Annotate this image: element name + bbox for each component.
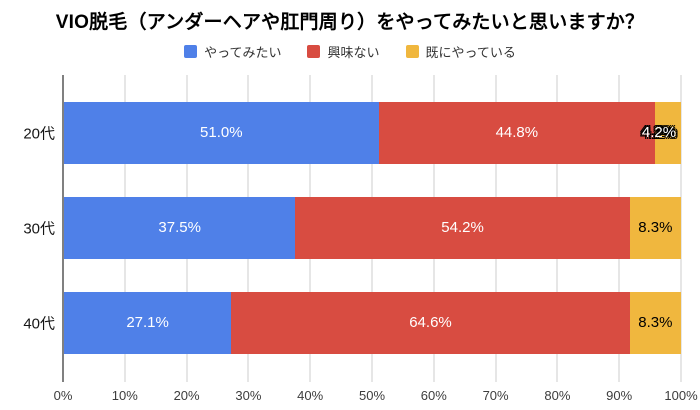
chart-area: 20代 51.0% 44.8% 4.2% 30代 37.5% 54.2% 8.3% 40代 27.…	[0, 75, 700, 410]
bar-segment-既にやっている: 4.2%	[642, 101, 681, 164]
x-tick-label: 50%	[358, 388, 386, 403]
segment-value-label: 64.6%	[409, 314, 452, 331]
segment-value-label: 4.2%	[641, 124, 677, 141]
x-tick-label: 60%	[420, 388, 447, 403]
bar-segment-興味ない: 64.6%	[231, 291, 630, 354]
gridline	[680, 75, 682, 382]
legend-swatch-icon	[307, 45, 321, 58]
legend-swatch-icon	[184, 45, 198, 58]
x-tick-label: 0%	[53, 388, 73, 403]
x-tick-label: 80%	[544, 388, 571, 403]
segment-value-label: 37.5%	[158, 219, 201, 236]
chart-title: VIO脱毛（アンダーヘアや肛門周り）をやってみたいと思いますか？	[55, 12, 645, 33]
x-tick-label: 100%	[664, 388, 698, 403]
legend-swatch-icon	[405, 45, 419, 58]
x-tick-label: 90%	[606, 388, 633, 403]
stacked-bar: 27.1% 64.6% 8.3%	[64, 291, 681, 354]
x-tick-label: 70%	[482, 388, 509, 403]
x-axis: 0% 10% 20% 30% 40% 50% 60% 70% 80% 90% 100%	[0, 388, 700, 408]
bar-segment-興味ない: 44.8%	[378, 101, 656, 164]
stacked-bar: 51.0% 44.8% 4.2%	[64, 101, 681, 164]
category-label: 40代	[23, 315, 55, 332]
bar-segment-やってみたい: 27.1%	[64, 291, 232, 354]
legend-item-2: 既にやっている	[405, 42, 516, 61]
segment-value-label: 8.3%	[638, 314, 673, 331]
segment-value-label: 54.2%	[441, 219, 484, 236]
x-tick-label: 30%	[235, 388, 262, 403]
segment-value-label: 51.0%	[200, 124, 243, 141]
bar-segment-やってみたい: 51.0%	[64, 101, 379, 164]
x-tick-label: 10%	[111, 388, 138, 403]
segment-value-label: 8.3%	[638, 219, 673, 236]
bar-rows: 20代 51.0% 44.8% 4.2% 30代 37.5% 54.2% 8.3% 40代 27.…	[0, 85, 700, 370]
x-tick-label: 20%	[173, 388, 200, 403]
stacked-bar: 37.5% 54.2% 8.3%	[64, 196, 681, 259]
legend-label: 既にやっている	[425, 45, 516, 60]
legend-label: やってみたい	[204, 45, 282, 60]
chart-row: 30代 37.5% 54.2% 8.3%	[0, 180, 700, 275]
legend-item-1: 興味ない	[307, 42, 380, 61]
x-tick-label: 40%	[297, 388, 324, 403]
y-axis-line	[62, 75, 64, 382]
category-label: 20代	[23, 125, 55, 142]
legend-label: 興味ない	[327, 45, 380, 60]
legend-item-0: やってみたい	[184, 42, 281, 61]
bar-segment-既にやっている: 8.3%	[629, 196, 681, 259]
bar-segment-既にやっている: 8.3%	[629, 291, 681, 354]
category-label: 30代	[23, 220, 55, 237]
segment-value-label: 27.1%	[126, 314, 169, 331]
bar-segment-やってみたい: 37.5%	[64, 196, 296, 259]
legend: やってみたい 興味ない 既にやっている	[0, 42, 700, 61]
segment-value-label: 44.8%	[495, 124, 539, 141]
bar-segment-興味ない: 54.2%	[295, 196, 630, 259]
chart-row: 40代 27.1% 64.6% 8.3%	[0, 275, 700, 370]
chart-row: 20代 51.0% 44.8% 4.2%	[0, 85, 700, 180]
